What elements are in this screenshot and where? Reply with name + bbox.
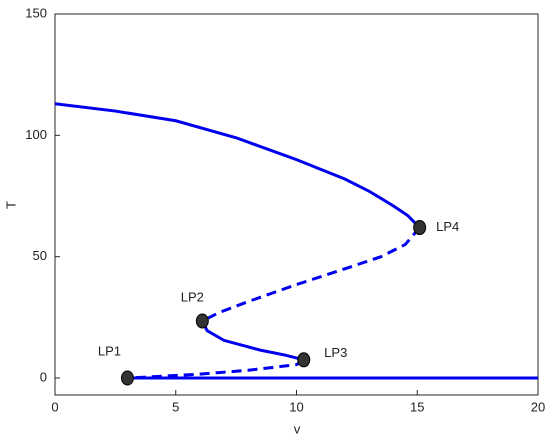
y-tick-label: 150 <box>25 5 47 20</box>
x-tick-label: 10 <box>289 399 303 414</box>
point-label: LP1 <box>98 343 121 358</box>
y-tick-label: 0 <box>40 369 47 384</box>
limit-point <box>413 220 427 236</box>
point-label: LP4 <box>436 219 459 234</box>
curve <box>201 226 421 323</box>
y-tick-label: 100 <box>25 127 47 142</box>
limit-point <box>120 370 134 386</box>
x-tick-label: 5 <box>172 399 179 414</box>
curve <box>200 320 305 362</box>
limit-point <box>297 352 311 368</box>
curve <box>127 358 305 380</box>
limit-point <box>195 313 209 329</box>
point-label: LP2 <box>181 289 204 304</box>
point-label: LP3 <box>324 345 347 360</box>
plot-area <box>54 13 539 396</box>
x-tick-label: 20 <box>531 399 545 414</box>
y-tick-label: 50 <box>33 248 47 263</box>
x-tick-label: 15 <box>410 399 424 414</box>
x-tick-label: 0 <box>51 399 58 414</box>
y-axis-label: T <box>3 201 18 209</box>
curve <box>54 102 421 229</box>
x-axis-label: v <box>294 421 301 436</box>
